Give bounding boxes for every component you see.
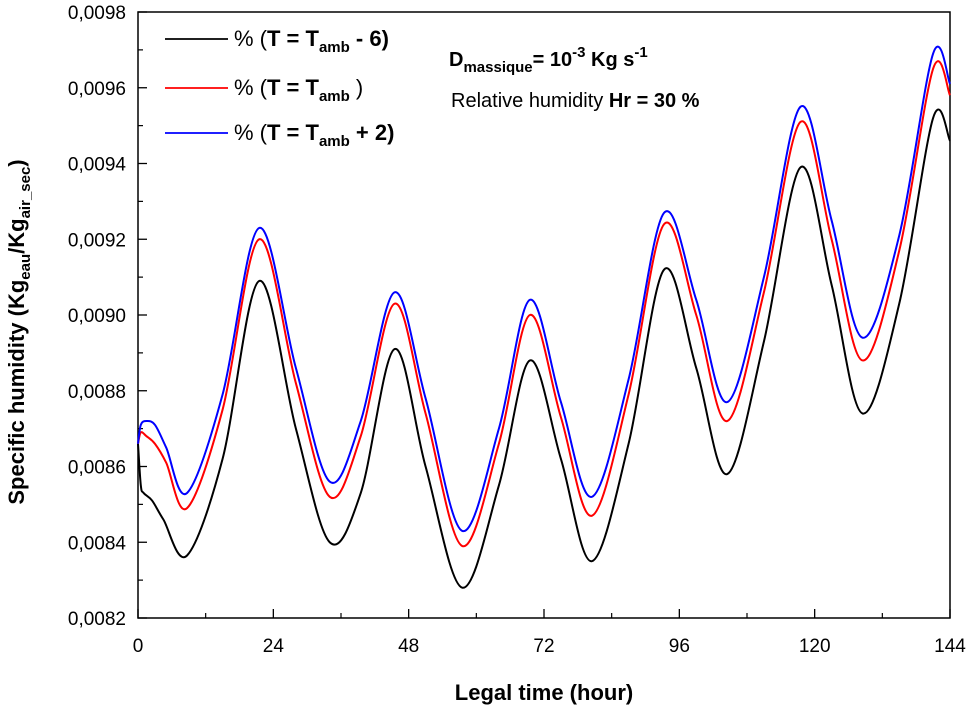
- x-tick-label-2: 48: [398, 636, 419, 657]
- y-tick-label-6: 0,0094: [68, 155, 127, 176]
- legend-label-3: % (T = Tamb + 2): [234, 120, 394, 150]
- x-tick-label-0: 0: [133, 636, 144, 657]
- series-lines: [137, 45, 951, 589]
- legend-label-2: % (T = Tamb ): [234, 75, 363, 105]
- legend-label-1: % (T = Tamb - 6): [234, 26, 389, 56]
- x-tick-label-3: 72: [533, 636, 554, 657]
- y-axis-title: Specific humidity (Kgeau/Kgair_sec): [4, 159, 34, 504]
- x-tick-labels: 0 24 48 72 96 120 144: [133, 636, 967, 657]
- series-line-2: [137, 45, 951, 532]
- y-tick-label-1: 0,0084: [68, 533, 127, 554]
- y-tick-label-2: 0,0086: [68, 458, 126, 479]
- y-tick-label-0: 0,0082: [68, 609, 126, 630]
- y-tick-label-4: 0,0090: [68, 306, 126, 327]
- y-tick-labels: 0,0082 0,0084 0,0086 0,0088 0,0090 0,0092 0,00…: [68, 3, 127, 630]
- y-tick-label-3: 0,0088: [68, 382, 126, 403]
- x-tick-label-6: 144: [934, 636, 966, 657]
- legend: % (T = Tamb - 6) % (T = Tamb ) % (T = Ta…: [165, 26, 394, 150]
- y-tick-label-5: 0,0092: [68, 230, 126, 251]
- x-tick-label-5: 120: [799, 636, 831, 657]
- x-axis-title: Legal time (hour): [455, 680, 633, 705]
- series-line-1: [137, 60, 951, 548]
- y-tick-label-7: 0,0096: [68, 79, 126, 100]
- flow-rate-annotation: Dmassique= 10-3 Kg s-1: [449, 44, 648, 76]
- x-tick-label-1: 24: [263, 636, 285, 657]
- relative-humidity-annotation: Relative humidity Hr = 30 %: [451, 90, 700, 112]
- x-tick-label-4: 96: [669, 636, 690, 657]
- axis-ticks: [137, 11, 951, 619]
- series-line-0: [137, 108, 951, 589]
- y-tick-label-8: 0,0098: [68, 3, 126, 24]
